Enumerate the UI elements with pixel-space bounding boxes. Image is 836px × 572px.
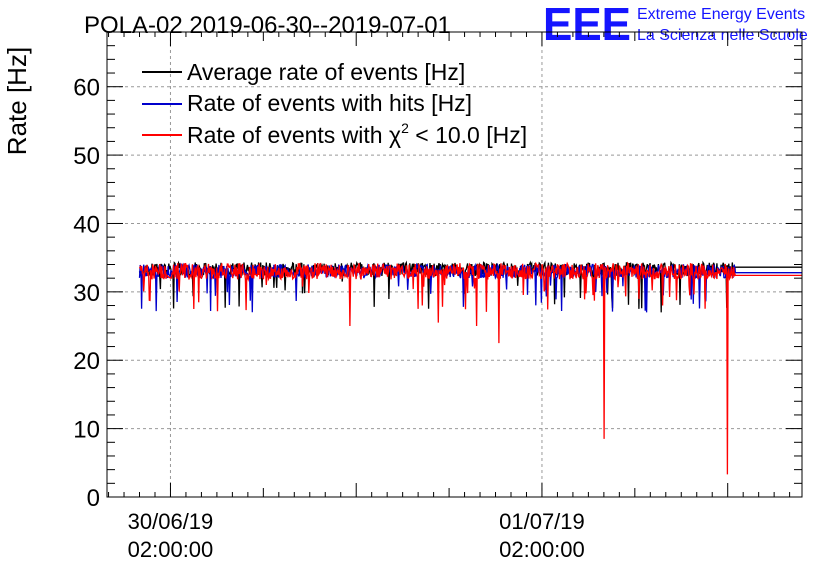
x-tick-time: 02:00:00 [128, 537, 214, 562]
grid [107, 32, 802, 497]
y-axis-label: Rate [Hz] [2, 47, 32, 155]
logo-mark: EEE [543, 0, 631, 50]
y-tick-label: 0 [87, 485, 100, 512]
x-tick-date: 01/07/19 [499, 509, 585, 534]
legend-label-average: Average rate of events [Hz] [187, 59, 465, 85]
series-line [138, 261, 802, 475]
y-tick-label: 30 [73, 280, 100, 307]
series-layer [138, 260, 802, 475]
series-line [138, 260, 802, 313]
logo-line-2: La Scienza nelle Scuole [637, 27, 808, 44]
logo-line-1: Extreme Energy Events [637, 6, 805, 23]
eee-logo: EEE Extreme Energy Events La Scienza nel… [543, 0, 808, 50]
legend: Average rate of events [Hz] Rate of even… [142, 59, 527, 148]
legend-label-hits: Rate of events with hits [Hz] [187, 90, 472, 116]
x-tick-date: 30/06/19 [128, 509, 214, 534]
y-tick-label: 20 [73, 348, 100, 375]
axes [106, 31, 803, 498]
legend-label-chi2: Rate of events with χ2 < 10.0 [Hz] [187, 120, 527, 148]
x-tick-time: 02:00:00 [499, 537, 585, 562]
y-tick-label: 60 [73, 75, 100, 102]
y-tick-label: 10 [73, 417, 100, 444]
y-tick-label: 40 [73, 211, 100, 238]
chart-title: POLA-02 2019-06-30--2019-07-01 [84, 12, 451, 39]
y-tick-label: 50 [73, 143, 100, 170]
ticks: 0 10 20 30 40 50 60 30/06/19 02:00:00 01/07/19 02:… [73, 75, 584, 562]
